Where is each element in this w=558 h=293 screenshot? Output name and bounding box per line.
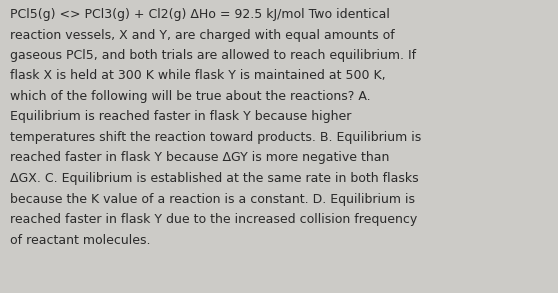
- Text: ΔGX. C. Equilibrium is established at the same rate in both flasks: ΔGX. C. Equilibrium is established at th…: [10, 172, 418, 185]
- Text: Equilibrium is reached faster in flask Y because higher: Equilibrium is reached faster in flask Y…: [10, 110, 352, 124]
- Text: reached faster in flask Y due to the increased collision frequency: reached faster in flask Y due to the inc…: [10, 213, 417, 226]
- Text: temperatures shift the reaction toward products. B. Equilibrium is: temperatures shift the reaction toward p…: [10, 131, 421, 144]
- Text: PCl5(g) <> PCl3(g) + Cl2(g) ΔHo = 92.5 kJ/mol Two identical: PCl5(g) <> PCl3(g) + Cl2(g) ΔHo = 92.5 k…: [10, 8, 390, 21]
- Text: which of the following will be true about the reactions? A.: which of the following will be true abou…: [10, 90, 371, 103]
- Text: reached faster in flask Y because ΔGY is more negative than: reached faster in flask Y because ΔGY is…: [10, 151, 389, 164]
- Text: gaseous PCl5, and both trials are allowed to reach equilibrium. If: gaseous PCl5, and both trials are allowe…: [10, 49, 416, 62]
- Text: because the K value of a reaction is a constant. D. Equilibrium is: because the K value of a reaction is a c…: [10, 193, 415, 205]
- Text: reaction vessels, X and Y, are charged with equal amounts of: reaction vessels, X and Y, are charged w…: [10, 28, 395, 42]
- Text: of reactant molecules.: of reactant molecules.: [10, 234, 151, 246]
- Text: flask X is held at 300 K while flask Y is maintained at 500 K,: flask X is held at 300 K while flask Y i…: [10, 69, 386, 83]
